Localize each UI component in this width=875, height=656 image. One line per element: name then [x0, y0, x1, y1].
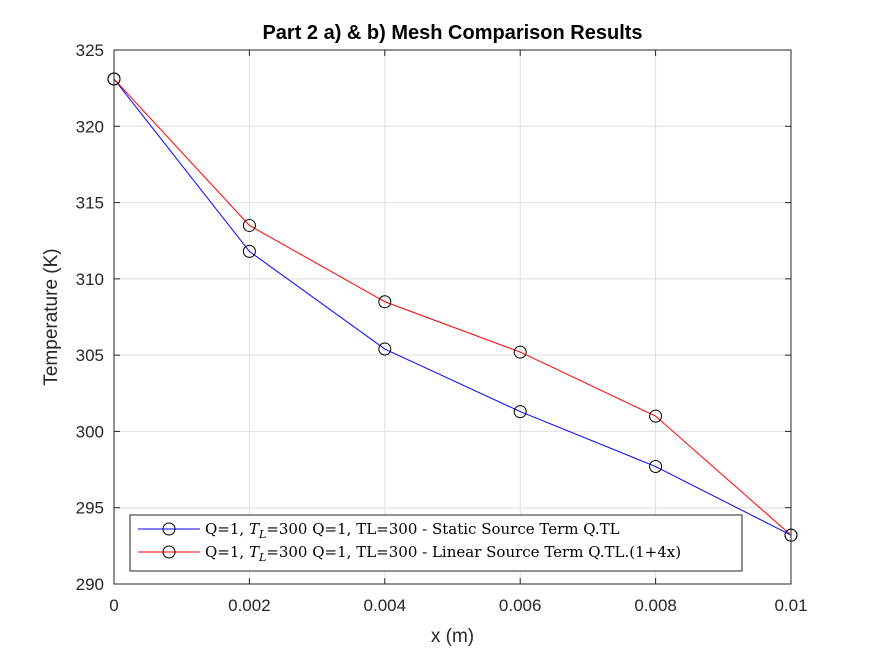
x-tick-label: 0.006: [499, 596, 542, 615]
chart-title: Part 2 a) & b) Mesh Comparison Results: [262, 22, 642, 44]
legend-marker-2: [162, 545, 176, 559]
y-tick-label: 300: [76, 422, 104, 441]
x-tick-label: 0.002: [228, 596, 271, 615]
ticks: 0 0.002 0.004 0.006 0.008 0.01 290 295 300 305 310…: [76, 41, 808, 615]
x-tick-label: 0.01: [774, 596, 807, 615]
series-1-point: [378, 342, 392, 356]
y-tick-label: 325: [76, 41, 104, 60]
legend: Q=1, TL=300 Q=1, TL=300 - Static Source …: [129, 514, 743, 572]
x-axis-label: x (m): [431, 626, 474, 647]
y-tick-label: 305: [76, 346, 104, 365]
series-1-point: [649, 460, 663, 474]
axes-box: [113, 49, 792, 585]
legend-marker-1: [162, 522, 176, 536]
x-tick-label: 0: [109, 596, 118, 615]
y-tick-label: 315: [76, 194, 104, 213]
plot-area: [114, 50, 791, 584]
y-tick-label: 295: [76, 499, 104, 518]
series-line-1: [113, 78, 792, 536]
series-2-point: [513, 345, 527, 359]
series-line-2: [113, 78, 792, 536]
legend-entry-2: Q=1, TL=300 Q=1, TL=300 - Linear Source …: [205, 543, 681, 564]
series-2-point: [242, 218, 256, 232]
legend-entry-1: Q=1, TL=300 Q=1, TL=300 - Static Source …: [205, 520, 620, 541]
y-tick-label: 310: [76, 270, 104, 289]
series-1-point: [513, 405, 527, 419]
y-tick-label: 320: [76, 117, 104, 136]
y-axis-label: Temperature (K): [41, 248, 62, 385]
y-tick-label: 290: [76, 575, 104, 594]
series-layer: [107, 72, 798, 542]
series-2-point: [378, 295, 392, 309]
series-2-point: [649, 409, 663, 423]
x-tick-label: 0.004: [364, 596, 407, 615]
x-tick-label: 0.008: [634, 596, 677, 615]
series-1-point: [242, 244, 256, 258]
legend-box: [129, 514, 743, 572]
